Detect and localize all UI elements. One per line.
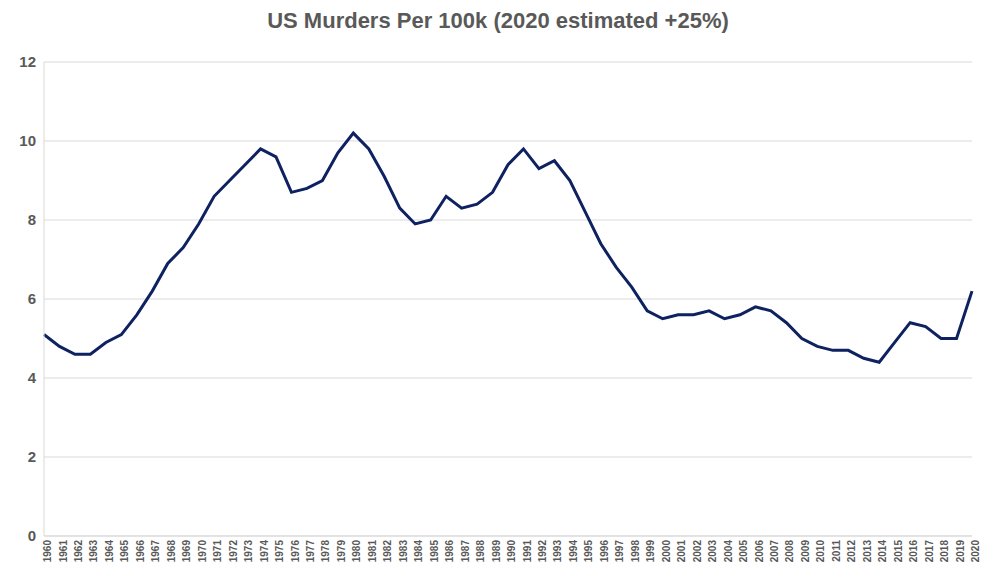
svg-text:1969: 1969 — [181, 540, 192, 563]
svg-text:1976: 1976 — [290, 540, 301, 563]
svg-text:1979: 1979 — [336, 540, 347, 563]
svg-text:1987: 1987 — [460, 540, 471, 563]
svg-text:1972: 1972 — [228, 540, 239, 563]
svg-text:1978: 1978 — [320, 540, 331, 563]
svg-text:0: 0 — [28, 527, 36, 544]
svg-text:1995: 1995 — [583, 540, 594, 563]
svg-text:1965: 1965 — [119, 540, 130, 563]
svg-text:1994: 1994 — [568, 540, 579, 563]
svg-text:2006: 2006 — [754, 540, 765, 563]
svg-text:1993: 1993 — [553, 540, 564, 563]
svg-text:1982: 1982 — [382, 540, 393, 563]
svg-text:2004: 2004 — [723, 540, 734, 563]
svg-text:1962: 1962 — [73, 540, 84, 563]
svg-text:1999: 1999 — [645, 540, 656, 563]
svg-text:10: 10 — [19, 132, 36, 149]
svg-text:1981: 1981 — [367, 540, 378, 563]
svg-text:8: 8 — [28, 211, 36, 228]
svg-text:2013: 2013 — [862, 540, 873, 563]
svg-text:1966: 1966 — [135, 540, 146, 563]
svg-text:2016: 2016 — [908, 540, 919, 563]
svg-text:2010: 2010 — [815, 540, 826, 563]
svg-text:1992: 1992 — [537, 540, 548, 563]
svg-text:1996: 1996 — [599, 540, 610, 563]
svg-text:2019: 2019 — [955, 540, 966, 563]
svg-text:1971: 1971 — [212, 540, 223, 563]
svg-text:1975: 1975 — [274, 540, 285, 563]
svg-text:2011: 2011 — [831, 540, 842, 562]
svg-text:2003: 2003 — [707, 540, 718, 563]
svg-text:2018: 2018 — [939, 540, 950, 563]
svg-text:4: 4 — [28, 369, 37, 386]
svg-text:1988: 1988 — [475, 540, 486, 563]
svg-text:1968: 1968 — [166, 540, 177, 563]
svg-text:1964: 1964 — [104, 540, 115, 563]
svg-text:2000: 2000 — [661, 540, 672, 563]
svg-text:2001: 2001 — [676, 540, 687, 563]
svg-text:2008: 2008 — [785, 540, 796, 563]
svg-text:1980: 1980 — [351, 540, 362, 563]
svg-text:1960: 1960 — [42, 540, 53, 563]
svg-text:1985: 1985 — [429, 540, 440, 563]
svg-text:1989: 1989 — [491, 540, 502, 563]
svg-text:1984: 1984 — [413, 540, 424, 563]
svg-text:1997: 1997 — [614, 540, 625, 563]
svg-text:2017: 2017 — [924, 540, 935, 563]
svg-text:1963: 1963 — [88, 540, 99, 563]
svg-text:6: 6 — [28, 290, 36, 307]
svg-text:2: 2 — [28, 448, 36, 465]
svg-text:12: 12 — [19, 53, 36, 70]
svg-text:2012: 2012 — [846, 540, 857, 563]
svg-text:2014: 2014 — [877, 540, 888, 563]
html-text:US Murders Per 100k (2020 esti: US Murders Per 100k (2020 estimated +25%… — [267, 8, 729, 33]
svg-text:2009: 2009 — [800, 540, 811, 563]
svg-text:1998: 1998 — [630, 540, 641, 563]
svg-text:2002: 2002 — [692, 540, 703, 563]
svg-text:2020: 2020 — [970, 540, 981, 563]
svg-text:1961: 1961 — [58, 540, 69, 563]
svg-text:1977: 1977 — [305, 540, 316, 563]
svg-text:1990: 1990 — [506, 540, 517, 563]
svg-text:1974: 1974 — [259, 540, 270, 563]
svg-text:2007: 2007 — [769, 540, 780, 563]
svg-text:1986: 1986 — [444, 540, 455, 563]
svg-text:1991: 1991 — [522, 540, 533, 563]
svg-text:1970: 1970 — [197, 540, 208, 563]
svg-text:1967: 1967 — [150, 540, 161, 563]
svg-text:1983: 1983 — [398, 540, 409, 563]
svg-text:1973: 1973 — [243, 540, 254, 563]
svg-text:2015: 2015 — [893, 540, 904, 563]
svg-text:2005: 2005 — [738, 540, 749, 563]
